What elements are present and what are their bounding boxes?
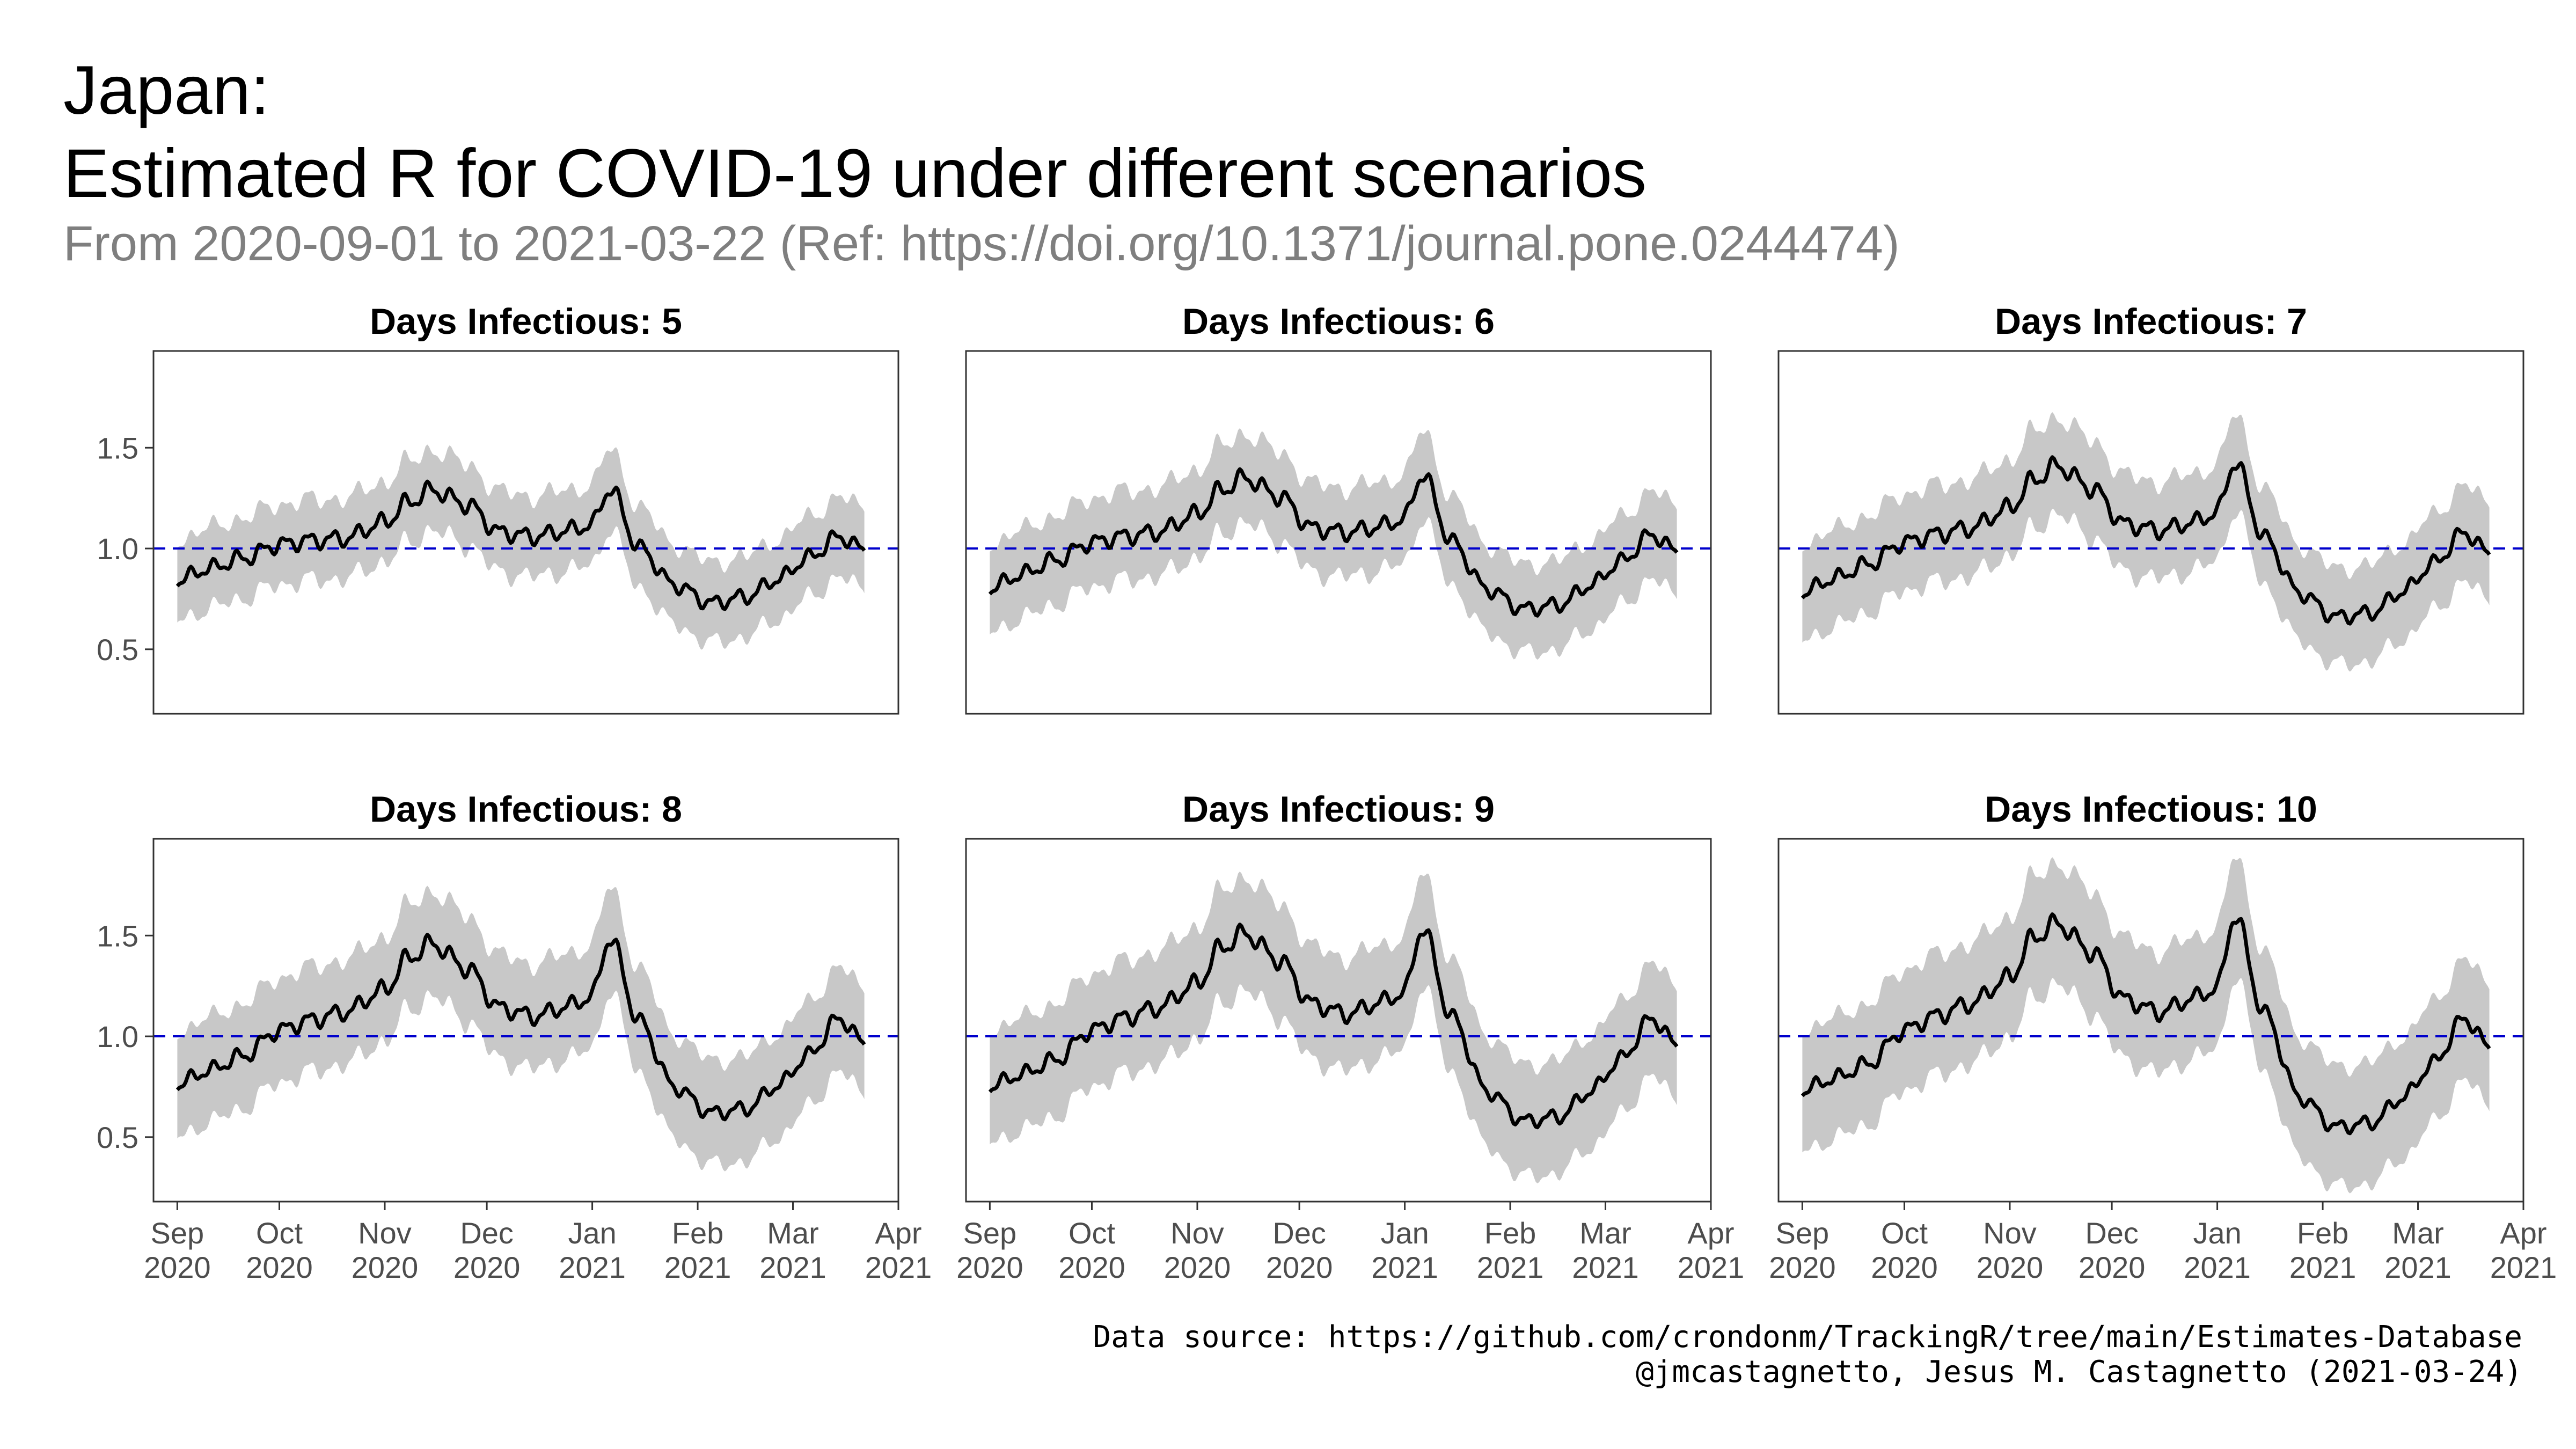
x-tick-label-month: Sep [151, 1216, 204, 1250]
x-tick-label-year: 2021 [759, 1250, 826, 1284]
panel-border [1777, 838, 2524, 1203]
r-estimate-line [1801, 912, 2491, 1136]
facet-title: Days Infectious: 8 [370, 789, 682, 830]
x-tick-label-month: Nov [358, 1216, 412, 1250]
x-tick-label-year: 2021 [1371, 1250, 1438, 1284]
facet-panel-5: Days Infectious: 5 0.5 1.0 1.5 [97, 301, 899, 715]
x-tick-label-year: 2020 [352, 1250, 419, 1284]
x-tick-label-month: Jan [1380, 1216, 1429, 1250]
x-tick-label-month: Sep [1776, 1216, 1829, 1250]
x-tick-label-year: 2020 [1871, 1250, 1938, 1284]
r-estimate-line [988, 467, 1679, 618]
confidence-ribbon [177, 444, 865, 650]
y-tick-label: 0.5 [97, 1121, 138, 1154]
facet-panel-6: Days Infectious: 6 [965, 301, 1712, 715]
x-tick-label-month: Dec [2085, 1216, 2139, 1250]
confidence-ribbon [990, 428, 1677, 660]
y-tick-label: 1.5 [97, 919, 138, 953]
x-tick-label-year: 2021 [1572, 1250, 1639, 1284]
x-tick-label-month: Mar [767, 1216, 818, 1250]
x-tick-label-month: Oct [1069, 1216, 1116, 1250]
x-tick-label-month: Nov [1983, 1216, 2037, 1250]
facet-panel-10: Days Infectious: 10Sep2020Oct2020Nov2020… [1769, 789, 2557, 1284]
x-tick-label-month: Oct [256, 1216, 303, 1250]
y-tick-label: 1.5 [97, 431, 138, 465]
x-tick-label-year: 2021 [1678, 1250, 1745, 1284]
y-tick-label: 1.0 [97, 532, 138, 566]
chart-title-line2: Estimated R for COVID-19 under different… [63, 135, 1646, 212]
caption-author: @jmcastagnetto, Jesus M. Castagnetto (20… [1636, 1355, 2522, 1389]
x-tick-label-year: 2021 [664, 1250, 731, 1284]
caption-data-source: Data source: https://github.com/crondonm… [1093, 1320, 2522, 1355]
x-tick-label-year: 2020 [2079, 1250, 2146, 1284]
y-tick-label: 1.0 [97, 1020, 138, 1053]
x-tick-label-year: 2020 [453, 1250, 521, 1284]
x-tick-label-year: 2021 [2289, 1250, 2357, 1284]
panel-border [152, 350, 899, 715]
x-tick-label-year: 2021 [559, 1250, 626, 1284]
panel-border [965, 838, 1712, 1203]
x-tick-label-month: Feb [672, 1216, 724, 1250]
x-tick-label-year: 2020 [956, 1250, 1023, 1284]
x-tick-label-year: 2021 [2184, 1250, 2251, 1284]
r-estimate-line [175, 479, 866, 611]
confidence-ribbon [1802, 412, 2490, 672]
x-tick-label-year: 2020 [1977, 1250, 2044, 1284]
facet-title: Days Infectious: 7 [1995, 301, 2307, 342]
chart-subtitle: From 2020-09-01 to 2021-03-22 (Ref: http… [63, 216, 1900, 271]
panel-border [965, 350, 1712, 715]
panel-border [1777, 350, 2524, 715]
x-tick-label-month: Sep [963, 1216, 1017, 1250]
x-tick-label-year: 2020 [1266, 1250, 1333, 1284]
panel-border [152, 838, 899, 1203]
facet-panel-9: Days Infectious: 9Sep2020Oct2020Nov2020D… [956, 789, 1744, 1284]
r-estimate-line [175, 933, 866, 1122]
x-tick-label-month: Jan [568, 1216, 616, 1250]
facet-panel-7: Days Infectious: 7 [1777, 301, 2524, 715]
x-tick-label-year: 2020 [1769, 1250, 1836, 1284]
confidence-ribbon [990, 871, 1677, 1184]
x-tick-label-month: Dec [460, 1216, 514, 1250]
x-tick-label-month: Apr [875, 1216, 921, 1250]
x-tick-label-month: Mar [2392, 1216, 2443, 1250]
x-tick-label-year: 2020 [144, 1250, 211, 1284]
x-tick-label-month: Nov [1170, 1216, 1224, 1250]
chart-title-line1: Japan: [63, 52, 269, 129]
x-tick-label-month: Feb [2297, 1216, 2349, 1250]
x-tick-label-month: Jan [2193, 1216, 2241, 1250]
facet-title: Days Infectious: 10 [1985, 789, 2317, 830]
x-tick-label-year: 2021 [2384, 1250, 2451, 1284]
x-tick-label-month: Oct [1881, 1216, 1928, 1250]
facet-title: Days Infectious: 5 [370, 301, 682, 342]
x-tick-label-month: Feb [1484, 1216, 1536, 1250]
facet-title: Days Infectious: 9 [1182, 789, 1495, 830]
r-estimate-line [1801, 455, 2491, 626]
facet-title: Days Infectious: 6 [1182, 301, 1495, 342]
x-tick-label-month: Apr [1687, 1216, 1734, 1250]
x-tick-label-year: 2021 [2490, 1250, 2557, 1284]
x-tick-label-year: 2020 [1058, 1250, 1125, 1284]
x-tick-label-month: Dec [1272, 1216, 1326, 1250]
y-tick-label: 0.5 [97, 633, 138, 667]
facet-panel-8: Days Infectious: 80.51.01.5Sep2020Oct202… [97, 789, 932, 1284]
x-tick-label-year: 2020 [1164, 1250, 1231, 1284]
x-tick-label-month: Mar [1579, 1216, 1631, 1250]
x-tick-label-year: 2020 [246, 1250, 313, 1284]
x-tick-label-month: Apr [2500, 1216, 2546, 1250]
x-tick-label-year: 2021 [1477, 1250, 1544, 1284]
x-tick-label-year: 2021 [865, 1250, 932, 1284]
r-estimate-line [988, 923, 1679, 1130]
confidence-ribbon [177, 885, 865, 1172]
